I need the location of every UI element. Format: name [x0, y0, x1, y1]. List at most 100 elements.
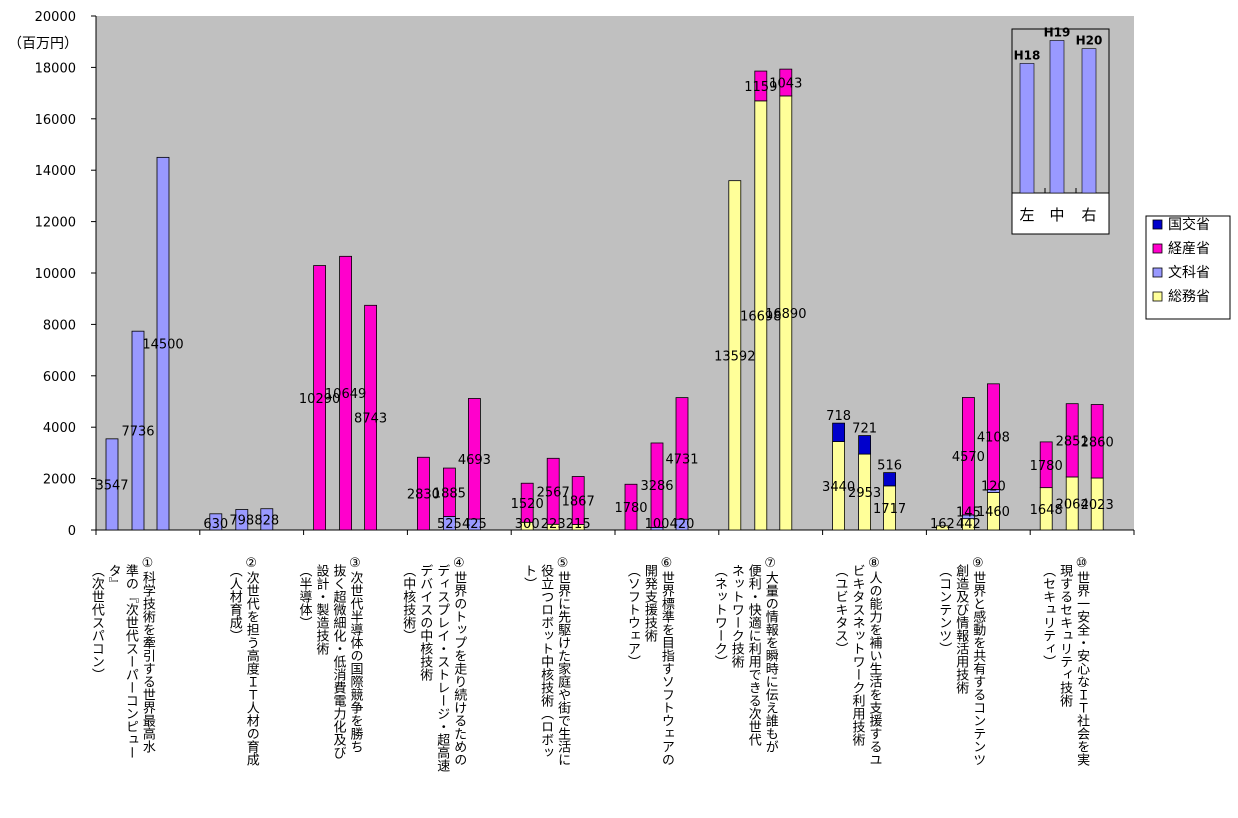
legend-label: 国交省	[1168, 216, 1210, 233]
y-tick-label: 20000	[35, 10, 76, 25]
inset-position-label: 右	[1081, 206, 1096, 224]
inset-bar-label: H20	[1076, 34, 1103, 48]
bar-segment	[546, 457, 560, 525]
data-label: 100	[645, 517, 670, 532]
bar-segment	[105, 438, 119, 531]
legend-box	[1145, 215, 1231, 320]
data-label: 145	[956, 506, 981, 521]
y-axis-ticks: 0 2000 4000 6000 8000 10000 12000 14000 16000 180…	[35, 10, 1135, 539]
data-label: 215	[566, 517, 591, 532]
data-label: 516	[877, 459, 902, 474]
y-tick-label: 8000	[43, 318, 76, 333]
inset-bar-label: H18	[1014, 48, 1041, 62]
data-label: 420	[670, 517, 695, 532]
category-label: ⑩世界一安全・安心なＩＴ社会を実 現するセキュリティ技術 （セキュリティ）	[1040, 556, 1090, 766]
bar-segment	[675, 397, 689, 520]
inset-bar	[1049, 40, 1065, 194]
data-label: 4731	[665, 452, 698, 467]
data-label: 3440	[822, 480, 855, 495]
category-label: ⑥世界標準を目指すソフトウェアの 開発支援技術 （ソフトウェア）	[624, 556, 674, 766]
data-label: 1460	[977, 505, 1010, 520]
inset-label-strip	[1011, 192, 1110, 235]
data-label: 3547	[95, 478, 128, 493]
legend-label: 経産省	[1168, 241, 1210, 257]
data-label: 1520	[511, 497, 544, 512]
data-label: 425	[462, 517, 487, 532]
data-label: 2860	[1081, 435, 1114, 450]
data-label: 10290	[299, 392, 340, 407]
category-label: ③次世代半導体の国際競争を勝ち 抜く超微細化・低消費電力化及び 設計・製造技術 …	[296, 556, 363, 760]
data-label: 16698	[740, 309, 781, 324]
inset-chart: H18 左 H19 中 H20 右	[1011, 25, 1110, 235]
y-tick-label: 4000	[43, 421, 76, 436]
bar-segment	[416, 456, 430, 531]
bar-segment	[571, 476, 585, 525]
data-label: 442	[956, 517, 981, 532]
data-label: 10649	[325, 387, 366, 402]
inset-position-label: 左	[1019, 206, 1034, 224]
y-tick-label: 12000	[35, 216, 76, 231]
data-label: 1648	[1030, 503, 1063, 518]
bar-segment	[364, 304, 378, 531]
bar-segment	[260, 508, 274, 531]
data-label: 3286	[640, 479, 673, 494]
data-label: 4108	[977, 431, 1010, 446]
data-label: 828	[254, 513, 279, 528]
legend-swatch	[1152, 291, 1163, 302]
y-tick-label: 0	[68, 524, 76, 539]
legend-label: 総務省	[1168, 289, 1210, 305]
data-label: 1780	[1030, 459, 1063, 474]
data-label: 2567	[537, 485, 570, 500]
data-label: 162	[930, 517, 955, 532]
category-label: ⑨世界と感動を共有するコンテンツ 創造及び情報活用技術 （コンテンツ）	[936, 556, 986, 766]
y-tick-label: 14000	[35, 164, 76, 179]
y-tick-label: 10000	[35, 267, 76, 282]
inset-bar-label: H19	[1044, 25, 1071, 39]
legend-swatch	[1152, 243, 1163, 254]
legend-label: 文科省	[1168, 265, 1210, 281]
data-label: 7736	[121, 425, 154, 440]
category-label: ①科学技術を牽引する世界最高水 準の『次世代スーパーコンピュー タ』 （次世代ス…	[88, 556, 155, 760]
bar-segment	[650, 442, 664, 528]
category-label: ⑧人の能力を補い生活を支援するユ ビキタスネットワーク利用技術 （ユビキタス）	[832, 556, 882, 766]
bar-segment	[209, 513, 223, 531]
bar-segment	[987, 383, 1000, 490]
y-tick-label: 18000	[35, 61, 76, 76]
bar-segment	[520, 482, 534, 523]
data-label: 1780	[614, 501, 647, 516]
inset-bar	[1019, 63, 1035, 194]
data-label: 1043	[769, 77, 802, 92]
data-label: 1717	[873, 502, 906, 517]
bar-segment	[936, 525, 949, 531]
legend-swatch	[1152, 267, 1163, 278]
data-label: 8743	[354, 412, 387, 427]
data-label: 2851	[1056, 434, 1089, 449]
bar-segment	[754, 70, 768, 102]
bar-segment	[624, 483, 638, 531]
data-label: 120	[981, 479, 1006, 494]
bar-segment	[156, 156, 170, 531]
bar-segment	[235, 509, 249, 531]
data-label: 1885	[433, 486, 466, 501]
y-tick-label: 2000	[43, 473, 76, 488]
bar-segment	[1090, 404, 1104, 479]
data-label: 2064	[1056, 497, 1089, 512]
bar-segment	[1039, 441, 1053, 489]
inset-position-label: 中	[1049, 206, 1064, 224]
bar-segment	[858, 435, 871, 455]
data-label: 2023	[1081, 498, 1114, 513]
data-label: 223	[541, 517, 566, 532]
data-label: 2830	[407, 488, 440, 503]
bar-layer	[105, 68, 1104, 531]
data-label: 13592	[714, 349, 755, 364]
category-label: ④世界のトップを走り続けるための ディスプレイ・ストレージ・超高速 デバイスの中…	[400, 556, 467, 773]
bar-segment	[339, 255, 353, 531]
category-label: ⑦大量の情報を瞬時に伝え誰もが 便利・快適に利用できる次世代 ネットワーク技術 …	[711, 556, 778, 753]
data-label: 4570	[952, 450, 985, 465]
y-axis-unit-label: （百万円）	[8, 36, 78, 52]
plot-area	[96, 16, 1134, 530]
data-label: 718	[826, 409, 851, 424]
